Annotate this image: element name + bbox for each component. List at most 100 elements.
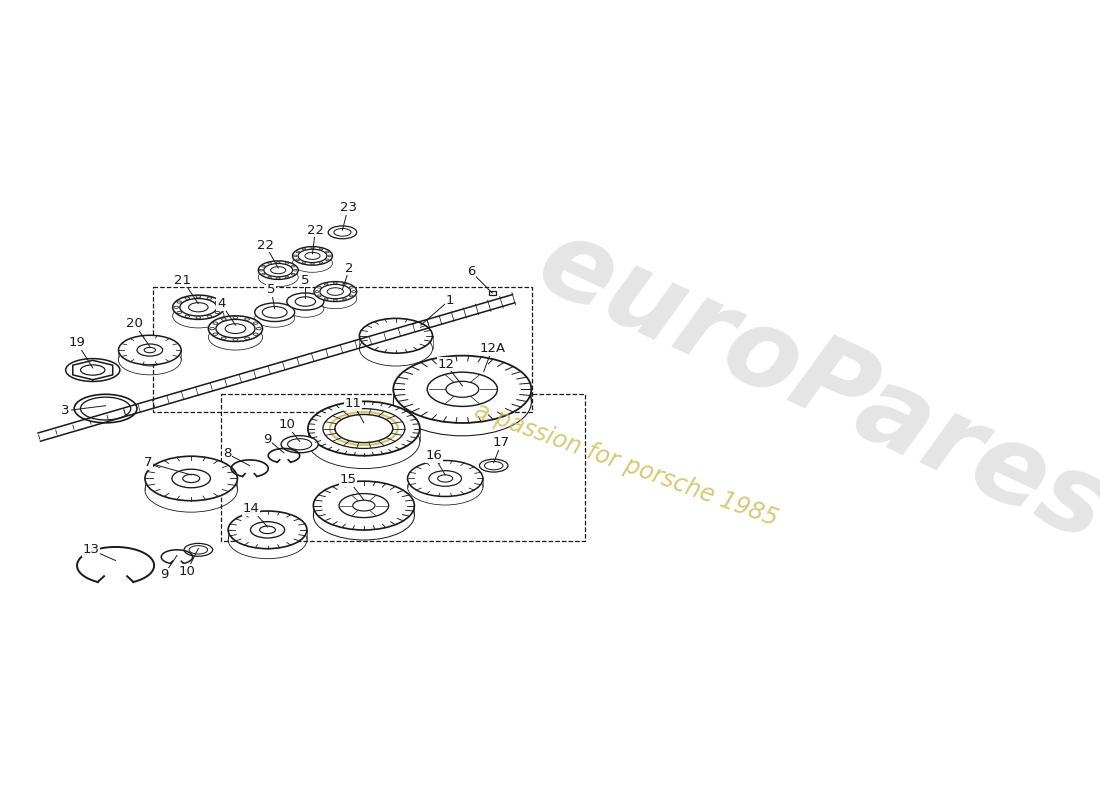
- Ellipse shape: [480, 459, 508, 472]
- Ellipse shape: [253, 322, 258, 324]
- Ellipse shape: [324, 298, 328, 300]
- Ellipse shape: [318, 286, 321, 288]
- Ellipse shape: [145, 456, 238, 501]
- Ellipse shape: [177, 311, 182, 314]
- Ellipse shape: [296, 251, 299, 253]
- Ellipse shape: [144, 347, 155, 353]
- Ellipse shape: [427, 372, 497, 406]
- Text: 13: 13: [82, 543, 100, 556]
- Text: 3: 3: [62, 404, 70, 418]
- Ellipse shape: [80, 397, 131, 420]
- Ellipse shape: [327, 288, 343, 295]
- Ellipse shape: [294, 255, 297, 257]
- Text: euroPares: euroPares: [520, 207, 1100, 564]
- Ellipse shape: [251, 522, 285, 538]
- Ellipse shape: [188, 302, 208, 312]
- Ellipse shape: [271, 266, 286, 274]
- Ellipse shape: [324, 283, 328, 285]
- Ellipse shape: [314, 282, 356, 302]
- Ellipse shape: [352, 290, 355, 293]
- Text: 5: 5: [301, 274, 309, 286]
- Ellipse shape: [287, 293, 323, 310]
- Ellipse shape: [256, 327, 261, 330]
- Ellipse shape: [292, 274, 295, 275]
- Ellipse shape: [262, 266, 265, 267]
- Ellipse shape: [177, 301, 182, 303]
- Ellipse shape: [268, 262, 272, 264]
- Ellipse shape: [262, 274, 265, 275]
- Ellipse shape: [342, 283, 346, 285]
- Text: 2: 2: [345, 262, 354, 274]
- Ellipse shape: [189, 546, 208, 554]
- Text: 10: 10: [178, 565, 196, 578]
- Ellipse shape: [287, 438, 311, 450]
- Text: 21: 21: [174, 274, 191, 286]
- Ellipse shape: [394, 356, 531, 423]
- Ellipse shape: [350, 295, 353, 297]
- Ellipse shape: [298, 250, 327, 262]
- Ellipse shape: [179, 298, 217, 316]
- Text: a passion for porsche 1985: a passion for porsche 1985: [471, 398, 781, 530]
- Text: 9: 9: [263, 433, 272, 446]
- Ellipse shape: [216, 301, 220, 303]
- Ellipse shape: [268, 276, 272, 278]
- Ellipse shape: [296, 259, 299, 261]
- Ellipse shape: [320, 284, 351, 298]
- Ellipse shape: [342, 298, 346, 300]
- Ellipse shape: [285, 262, 288, 264]
- Ellipse shape: [138, 344, 163, 356]
- Ellipse shape: [264, 263, 293, 277]
- Ellipse shape: [228, 511, 307, 549]
- Ellipse shape: [119, 335, 182, 365]
- Text: 10: 10: [278, 418, 295, 431]
- Text: 14: 14: [243, 502, 260, 515]
- Text: 12A: 12A: [480, 342, 505, 355]
- Ellipse shape: [302, 262, 306, 264]
- Text: 9: 9: [160, 568, 168, 582]
- Ellipse shape: [260, 526, 275, 534]
- Ellipse shape: [305, 252, 320, 259]
- Text: 20: 20: [125, 317, 143, 330]
- Ellipse shape: [308, 402, 420, 456]
- Ellipse shape: [260, 270, 263, 271]
- Ellipse shape: [276, 262, 280, 263]
- Text: 16: 16: [426, 449, 442, 462]
- Ellipse shape: [294, 270, 297, 271]
- Ellipse shape: [328, 255, 331, 257]
- Ellipse shape: [244, 337, 250, 339]
- Ellipse shape: [318, 295, 321, 297]
- Text: 15: 15: [340, 474, 356, 486]
- Text: 5: 5: [267, 283, 275, 296]
- Text: 17: 17: [493, 436, 510, 450]
- Ellipse shape: [66, 358, 120, 382]
- Text: 23: 23: [340, 201, 356, 214]
- Ellipse shape: [185, 315, 189, 318]
- Bar: [153, 287, 531, 412]
- Ellipse shape: [319, 262, 323, 264]
- Ellipse shape: [221, 337, 227, 339]
- Ellipse shape: [293, 246, 332, 265]
- Text: 7: 7: [144, 456, 153, 470]
- Text: 22: 22: [257, 238, 274, 252]
- Ellipse shape: [233, 317, 238, 318]
- Text: 8: 8: [222, 447, 231, 460]
- Ellipse shape: [282, 436, 318, 453]
- Text: 11: 11: [344, 397, 362, 410]
- Ellipse shape: [216, 319, 255, 338]
- Ellipse shape: [184, 543, 212, 556]
- Ellipse shape: [210, 327, 214, 330]
- Ellipse shape: [80, 365, 104, 375]
- Ellipse shape: [310, 247, 315, 249]
- Text: 1: 1: [446, 294, 453, 306]
- Ellipse shape: [315, 290, 319, 293]
- Ellipse shape: [353, 500, 375, 511]
- Ellipse shape: [212, 333, 218, 335]
- Ellipse shape: [173, 295, 224, 319]
- Ellipse shape: [174, 306, 178, 308]
- Ellipse shape: [207, 297, 211, 299]
- Bar: [221, 394, 585, 541]
- Ellipse shape: [319, 248, 323, 250]
- Ellipse shape: [333, 282, 338, 284]
- Ellipse shape: [360, 318, 432, 353]
- Ellipse shape: [172, 470, 210, 488]
